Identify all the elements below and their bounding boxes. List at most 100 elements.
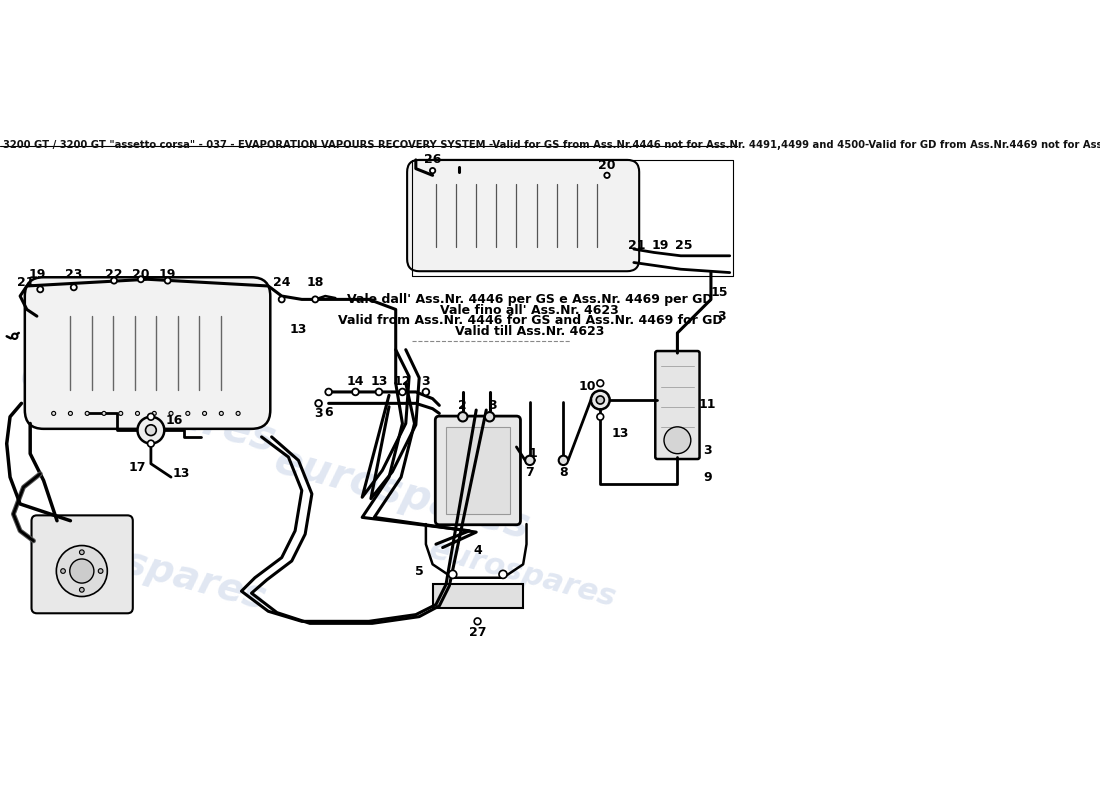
Circle shape [219,411,223,415]
Text: 4: 4 [473,545,482,558]
Circle shape [68,411,73,415]
Circle shape [430,168,436,174]
Circle shape [69,559,94,583]
FancyBboxPatch shape [32,515,133,614]
Text: 13: 13 [612,427,629,440]
Text: 7: 7 [526,466,535,479]
Bar [446,427,509,514]
Text: 2: 2 [459,399,468,412]
Text: 23: 23 [65,268,82,281]
Text: 14: 14 [346,375,364,388]
Circle shape [236,411,240,415]
Text: Vale dall' Ass.Nr. 4446 per GS e Ass.Nr. 4469 per GD: Vale dall' Ass.Nr. 4446 per GS e Ass.Nr.… [346,293,713,306]
Circle shape [60,569,65,574]
Circle shape [138,276,144,282]
Circle shape [85,411,89,415]
Text: eurospares: eurospares [15,352,280,461]
FancyBboxPatch shape [656,351,700,459]
Text: eurospares: eurospares [427,535,620,614]
Text: 20: 20 [598,158,616,172]
FancyBboxPatch shape [407,160,639,271]
Text: Vale fino all' Ass.Nr. 4623: Vale fino all' Ass.Nr. 4623 [440,304,619,317]
Circle shape [12,334,18,339]
Circle shape [119,411,123,415]
Text: 3: 3 [703,444,712,457]
Circle shape [147,414,154,420]
FancyBboxPatch shape [436,416,520,525]
Circle shape [597,414,604,420]
Text: 6: 6 [324,406,333,418]
Circle shape [485,412,494,422]
Circle shape [375,389,383,395]
Circle shape [525,456,535,465]
Text: 3: 3 [488,399,497,412]
Text: 11: 11 [698,398,716,411]
Circle shape [98,569,103,574]
Circle shape [559,456,568,465]
Text: 9: 9 [703,470,712,484]
Circle shape [458,412,468,422]
Circle shape [449,570,456,578]
Circle shape [422,389,429,395]
Text: 27: 27 [469,626,486,639]
Text: 13: 13 [173,467,190,480]
Text: 13: 13 [371,375,387,388]
Circle shape [111,278,117,284]
Text: Valid from Ass.Nr. 4446 for GS and Ass.Nr. 4469 for GD: Valid from Ass.Nr. 4446 for GS and Ass.N… [338,314,723,327]
Text: 15: 15 [711,286,728,299]
Circle shape [591,390,609,410]
Circle shape [138,417,164,443]
Text: eurospares: eurospares [270,439,535,548]
Text: 3: 3 [421,375,430,388]
Circle shape [152,411,156,415]
Text: 16: 16 [166,414,183,426]
Text: 22: 22 [106,268,123,281]
Text: 26: 26 [424,154,441,166]
Text: 19: 19 [652,239,669,252]
Text: 1: 1 [529,447,538,460]
Circle shape [56,546,108,597]
Circle shape [499,570,507,578]
Circle shape [102,411,106,415]
Text: 19: 19 [29,268,45,281]
Text: 3: 3 [717,310,725,322]
Circle shape [52,411,56,415]
Text: 17: 17 [129,461,146,474]
Circle shape [316,400,322,406]
Circle shape [664,427,691,454]
Text: 13: 13 [289,323,307,336]
Text: 19: 19 [160,268,176,281]
Circle shape [278,296,285,302]
Circle shape [604,173,609,178]
Circle shape [135,411,140,415]
Circle shape [474,618,481,625]
Text: 8: 8 [559,466,568,479]
Circle shape [399,389,406,395]
Text: eurospares: eurospares [24,518,272,618]
FancyBboxPatch shape [25,278,271,429]
Circle shape [37,286,43,292]
Circle shape [352,389,359,395]
Circle shape [165,278,170,284]
Circle shape [70,284,77,290]
Text: 10: 10 [579,380,595,393]
Text: 21: 21 [628,239,646,252]
Text: 20: 20 [132,268,150,281]
Text: 24: 24 [273,276,290,289]
Circle shape [326,389,332,395]
Circle shape [169,411,173,415]
Circle shape [202,411,207,415]
Circle shape [79,587,85,592]
Text: 3200 GT / 3200 GT "assetto corsa" - 037 - EVAPORATION VAPOURS RECOVERY SYSTEM -V: 3200 GT / 3200 GT "assetto corsa" - 037 … [3,140,1100,150]
Text: 18: 18 [307,276,323,289]
Circle shape [597,380,604,386]
Circle shape [79,550,85,554]
Text: 21: 21 [16,276,34,289]
Circle shape [147,440,154,447]
Text: 3: 3 [315,407,323,420]
Bar [432,585,524,608]
Text: 25: 25 [675,239,693,252]
Circle shape [145,425,156,435]
Circle shape [186,411,190,415]
Text: 5: 5 [415,565,424,578]
